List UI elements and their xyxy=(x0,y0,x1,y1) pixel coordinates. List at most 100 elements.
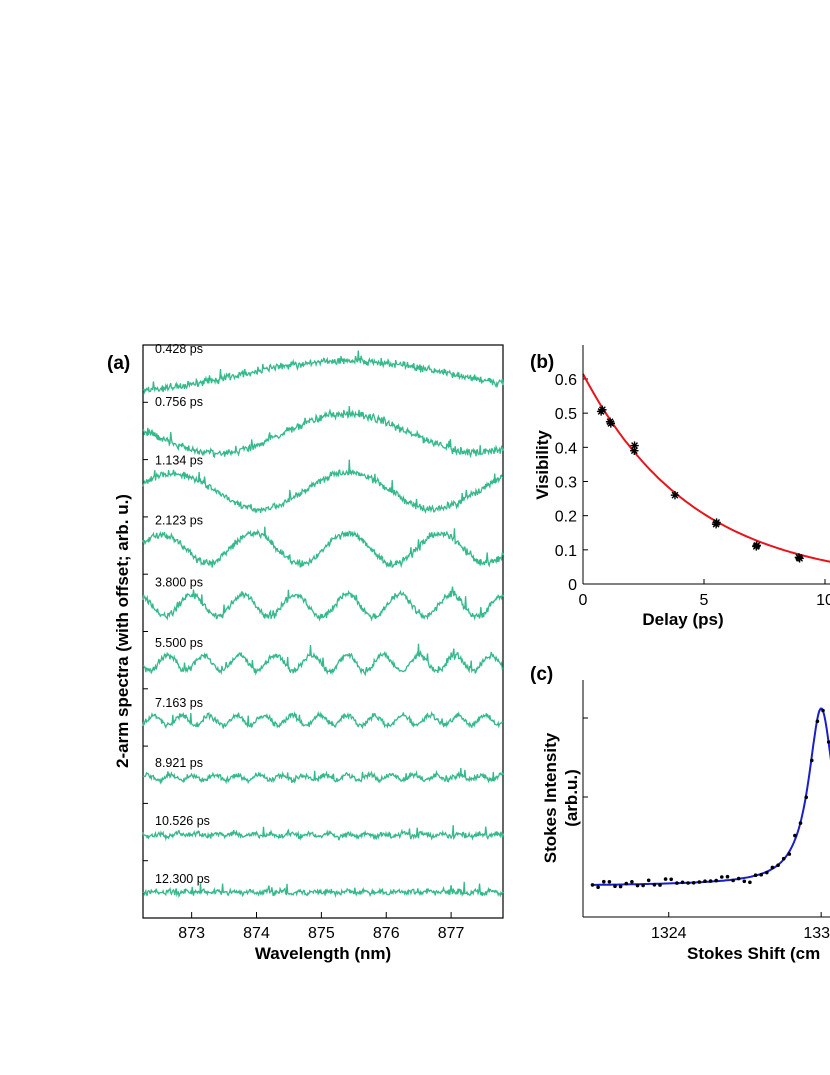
y-tick-label: 0.6 xyxy=(555,372,577,389)
trace-delay-label: 0.756 ps xyxy=(155,395,203,409)
panel-c-y-axis-title-line1: Stokes Intensity xyxy=(541,732,560,863)
data-point xyxy=(646,878,651,883)
y-tick-label: 0.2 xyxy=(555,509,577,526)
panel-a-x-ticks: 873 874 875 876 877 xyxy=(143,401,465,942)
data-point xyxy=(810,758,814,763)
data-point xyxy=(703,879,707,883)
y-tick-label: 0.4 xyxy=(555,440,577,457)
panel-a-x-axis-title: Wavelength (nm) xyxy=(255,944,391,963)
data-point xyxy=(770,865,775,870)
x-tick-label: 10 xyxy=(816,592,830,609)
spectrum-trace xyxy=(142,586,504,622)
data-point xyxy=(641,883,645,888)
data-point xyxy=(776,863,780,867)
data-point xyxy=(793,833,797,838)
data-point xyxy=(748,880,752,885)
data-point xyxy=(714,878,718,883)
data-point xyxy=(691,881,696,885)
data-point xyxy=(598,405,607,414)
trace-delay-label: 7.163 ps xyxy=(155,696,203,710)
spectrum-trace xyxy=(142,710,504,730)
data-point xyxy=(759,872,763,877)
spectrum-trace xyxy=(142,350,504,395)
data-point xyxy=(720,875,724,879)
trace-delay-label: 3.800 ps xyxy=(155,575,203,589)
data-point xyxy=(804,795,808,800)
panel-c: (c) 1324 1332 Stokes Intensity (arb.u.) S… xyxy=(530,664,830,963)
data-point xyxy=(596,885,600,889)
panel-b-label: (b) xyxy=(530,352,554,373)
trace-delay-label: 2.123 ps xyxy=(155,514,203,528)
data-point xyxy=(731,878,735,883)
data-point xyxy=(795,554,804,563)
data-point xyxy=(635,883,640,888)
trace-delay-label: 12.300 ps xyxy=(155,872,210,886)
spectrum-trace xyxy=(142,526,504,569)
trace-delay-label: 8.921 ps xyxy=(155,756,203,770)
data-point xyxy=(821,708,825,713)
y-tick-label: 0 xyxy=(568,577,577,594)
trace-delay-label: 10.526 ps xyxy=(155,814,210,828)
panel-b-data-points xyxy=(596,405,804,563)
data-point xyxy=(826,740,830,744)
spectrum-trace xyxy=(142,459,504,514)
panel-a: (a) 0.428 ps 0.756 ps 1.134 ps 2.123 ps 3.80… xyxy=(107,342,504,963)
data-point xyxy=(618,884,623,889)
data-point xyxy=(680,880,685,885)
spectrum-trace xyxy=(142,406,504,459)
data-point xyxy=(590,883,595,887)
x-tick-label: 5 xyxy=(700,592,709,609)
data-point xyxy=(781,856,786,861)
panel-b-y-axis-title: Visibility xyxy=(533,430,552,500)
trace-delay-label: 1.134 ps xyxy=(155,453,203,467)
panel-b-ticks: 0 0.1 0.2 0.3 0.4 0.5 0.6 0 5 10 xyxy=(555,372,830,609)
trace-delay-label: 0.428 ps xyxy=(155,342,203,356)
data-point xyxy=(669,877,673,882)
data-point xyxy=(613,884,617,888)
trace-delay-label: 5.500 ps xyxy=(155,636,203,650)
panel-c-fit-curve xyxy=(592,707,830,886)
data-point xyxy=(630,441,639,450)
x-tick-label: 875 xyxy=(308,925,335,942)
y-tick-label: 0.3 xyxy=(555,474,577,491)
data-point xyxy=(606,419,616,428)
panel-b: (b) 0 0.1 0.2 0.3 0.4 0.5 0.6 0 5 10 Visibility D… xyxy=(530,345,830,629)
data-point xyxy=(708,879,713,883)
data-point xyxy=(652,883,657,887)
panel-c-x-axis-title: Stokes Shift (cm xyxy=(687,944,820,963)
data-point xyxy=(602,879,606,884)
x-tick-label: 876 xyxy=(373,925,400,942)
panel-b-x-axis-title: Delay (ps) xyxy=(642,610,723,629)
x-tick-label: 873 xyxy=(178,925,205,942)
data-point xyxy=(798,821,803,825)
spectrum-trace xyxy=(142,825,504,842)
panel-a-y-axis-title: 2-arm spectra (with offset; arb. u.) xyxy=(113,494,132,768)
x-tick-label: 1324 xyxy=(651,925,687,942)
data-point xyxy=(630,880,634,884)
x-tick-label: 1332 xyxy=(803,925,830,942)
panel-a-traces xyxy=(142,350,504,899)
panel-c-ticks: 1324 1332 xyxy=(583,717,830,942)
spectrum-trace xyxy=(142,767,504,785)
panel-c-data-points xyxy=(590,708,830,889)
data-point xyxy=(686,881,690,885)
spectrum-trace xyxy=(142,881,504,899)
y-tick-label: 0.1 xyxy=(555,543,577,560)
data-point xyxy=(725,874,730,879)
panel-a-trace-labels: 0.428 ps 0.756 ps 1.134 ps 2.123 ps 3.800 ps… xyxy=(155,342,210,886)
spectrum-trace xyxy=(142,643,504,677)
data-point xyxy=(736,876,741,881)
data-point xyxy=(675,881,679,885)
x-tick-label: 0 xyxy=(579,592,588,609)
data-point xyxy=(712,518,721,527)
data-point xyxy=(787,852,792,856)
panel-a-label: (a) xyxy=(107,353,130,374)
data-point xyxy=(815,719,820,724)
data-point xyxy=(624,881,629,886)
panel-b-fit-curve xyxy=(582,373,830,563)
data-point xyxy=(658,883,662,887)
data-point xyxy=(753,873,758,877)
data-point xyxy=(607,880,612,884)
data-point xyxy=(697,880,702,884)
